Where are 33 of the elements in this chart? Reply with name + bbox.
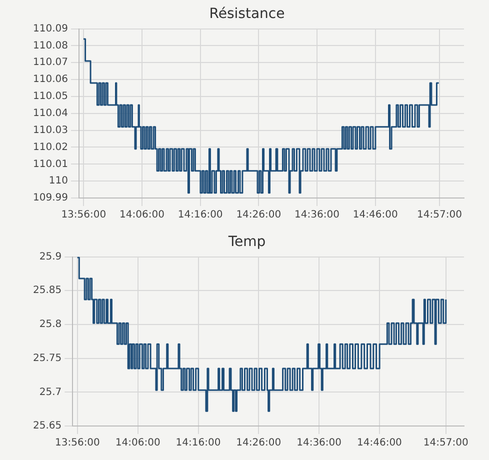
chart-title: Temp: [227, 234, 266, 250]
y-tick-label: 25.65: [32, 420, 62, 432]
y-tick-label: 25.8: [39, 319, 62, 330]
y-tick-label: 110.03: [32, 124, 68, 136]
x-tick-label: 14:36:00: [294, 210, 340, 221]
x-tick-label: 14:46:00: [352, 210, 398, 221]
y-tick-label: 25.85: [32, 285, 62, 296]
x-tick-label: 14:46:00: [356, 438, 402, 449]
x-tick-label: 13:56:00: [61, 210, 106, 221]
y-tick-label: 110.01: [32, 158, 68, 170]
x-tick-label: 14:36:00: [296, 438, 342, 449]
y-tick-label: 110.02: [32, 142, 68, 153]
y-tick-label: 25.75: [32, 352, 62, 364]
chart-title: Résistance: [209, 6, 285, 22]
y-tick-label: 110.04: [32, 108, 68, 119]
x-tick-label: 14:06:00: [115, 438, 160, 449]
y-tick-label: 110.06: [32, 74, 68, 86]
x-tick-label: 14:26:00: [236, 210, 282, 221]
x-tick-label: 14:57:00: [417, 210, 462, 221]
y-tick-label: 110.05: [32, 91, 68, 102]
x-tick-label: 14:16:00: [176, 438, 221, 449]
y-tick-label: 25.7: [39, 386, 62, 398]
x-tick-label: 14:57:00: [423, 438, 468, 449]
y-tick-label: 110.09: [32, 23, 68, 34]
y-tick-label: 110: [48, 176, 68, 187]
x-tick-label: 13:56:00: [54, 438, 100, 449]
x-tick-label: 14:26:00: [236, 438, 282, 449]
y-tick-label: 110.07: [32, 57, 68, 68]
x-tick-label: 14:06:00: [120, 210, 164, 221]
y-tick-label: 25.9: [39, 251, 62, 262]
x-tick-label: 14:16:00: [178, 210, 223, 221]
y-tick-label: 110.08: [32, 40, 68, 52]
y-tick-label: 109.99: [32, 192, 68, 204]
